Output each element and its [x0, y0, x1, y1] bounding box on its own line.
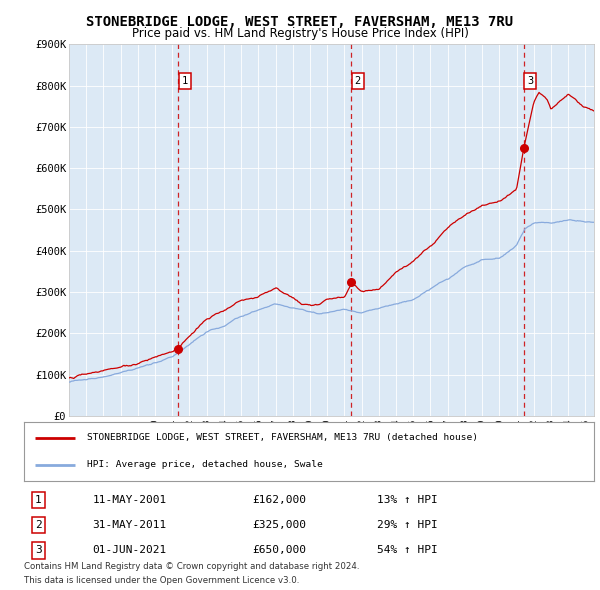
Text: £325,000: £325,000: [252, 520, 306, 530]
Text: £650,000: £650,000: [252, 545, 306, 555]
Text: 3: 3: [527, 76, 533, 86]
Text: Contains HM Land Registry data © Crown copyright and database right 2024.: Contains HM Land Registry data © Crown c…: [24, 562, 359, 571]
Text: 29% ↑ HPI: 29% ↑ HPI: [377, 520, 438, 530]
Text: 11-MAY-2001: 11-MAY-2001: [92, 495, 167, 505]
Text: 2: 2: [35, 520, 41, 530]
Text: Price paid vs. HM Land Registry's House Price Index (HPI): Price paid vs. HM Land Registry's House …: [131, 27, 469, 40]
Text: HPI: Average price, detached house, Swale: HPI: Average price, detached house, Swal…: [87, 460, 322, 470]
Text: 54% ↑ HPI: 54% ↑ HPI: [377, 545, 438, 555]
Text: STONEBRIDGE LODGE, WEST STREET, FAVERSHAM, ME13 7RU (detached house): STONEBRIDGE LODGE, WEST STREET, FAVERSHA…: [87, 433, 478, 442]
Text: 3: 3: [35, 545, 41, 555]
Text: 1: 1: [35, 495, 41, 505]
Text: 1: 1: [182, 76, 188, 86]
Text: 2: 2: [355, 76, 361, 86]
Text: £162,000: £162,000: [252, 495, 306, 505]
Text: 31-MAY-2011: 31-MAY-2011: [92, 520, 167, 530]
Text: 01-JUN-2021: 01-JUN-2021: [92, 545, 167, 555]
Text: STONEBRIDGE LODGE, WEST STREET, FAVERSHAM, ME13 7RU: STONEBRIDGE LODGE, WEST STREET, FAVERSHA…: [86, 15, 514, 29]
Text: This data is licensed under the Open Government Licence v3.0.: This data is licensed under the Open Gov…: [24, 576, 299, 585]
Text: 13% ↑ HPI: 13% ↑ HPI: [377, 495, 438, 505]
